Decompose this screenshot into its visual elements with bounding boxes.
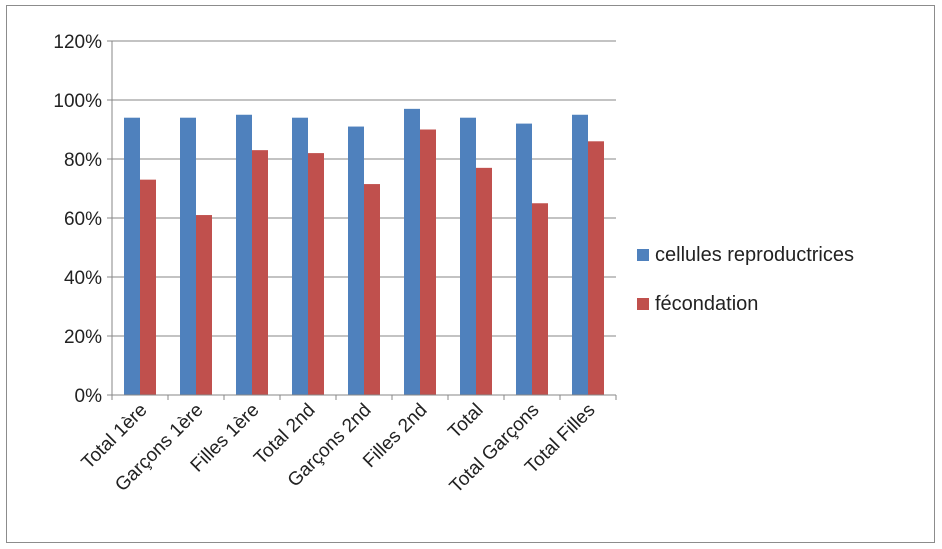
bar: [124, 117, 140, 395]
bar: [196, 215, 212, 395]
y-tick-label: 100%: [53, 91, 102, 112]
chart-frame: 0% 20% 40% 60% 80% 100% 120% Total 1ère Garçons…: [6, 5, 935, 543]
bar: [292, 117, 308, 395]
legend-swatch: [637, 249, 649, 261]
y-tick-label: 40%: [64, 268, 102, 289]
bar: [516, 123, 532, 395]
bar: [252, 150, 268, 395]
bar: [236, 114, 252, 395]
bar: [140, 179, 156, 395]
bar: [348, 126, 364, 396]
bars: [124, 108, 604, 396]
y-tick-labels: 0% 20% 40% 60% 80% 100% 120%: [53, 32, 102, 407]
bar-chart: 0% 20% 40% 60% 80% 100% 120% Total 1èreGarçons…: [53, 32, 854, 498]
bar: [404, 108, 420, 395]
bar: [588, 141, 604, 395]
x-tick-label: Total: [444, 400, 487, 443]
y-tick-label: 0%: [75, 386, 103, 407]
bar: [308, 153, 324, 395]
legend: cellules reproductrices fécondation: [637, 244, 854, 315]
bar: [460, 117, 476, 395]
bar: [572, 114, 588, 395]
legend-swatch: [637, 298, 649, 310]
axes: [107, 40, 617, 400]
y-tick-label: 80%: [64, 150, 102, 171]
bar: [420, 129, 436, 395]
bar: [476, 167, 492, 395]
legend-label: fécondation: [655, 293, 758, 315]
legend-label: cellules reproductrices: [655, 244, 854, 266]
y-tick-label: 60%: [64, 209, 102, 230]
bar: [532, 203, 548, 395]
y-tick-label: 20%: [64, 327, 102, 348]
y-tick-label: 120%: [53, 32, 102, 53]
bar: [364, 184, 380, 395]
bar: [180, 117, 196, 395]
